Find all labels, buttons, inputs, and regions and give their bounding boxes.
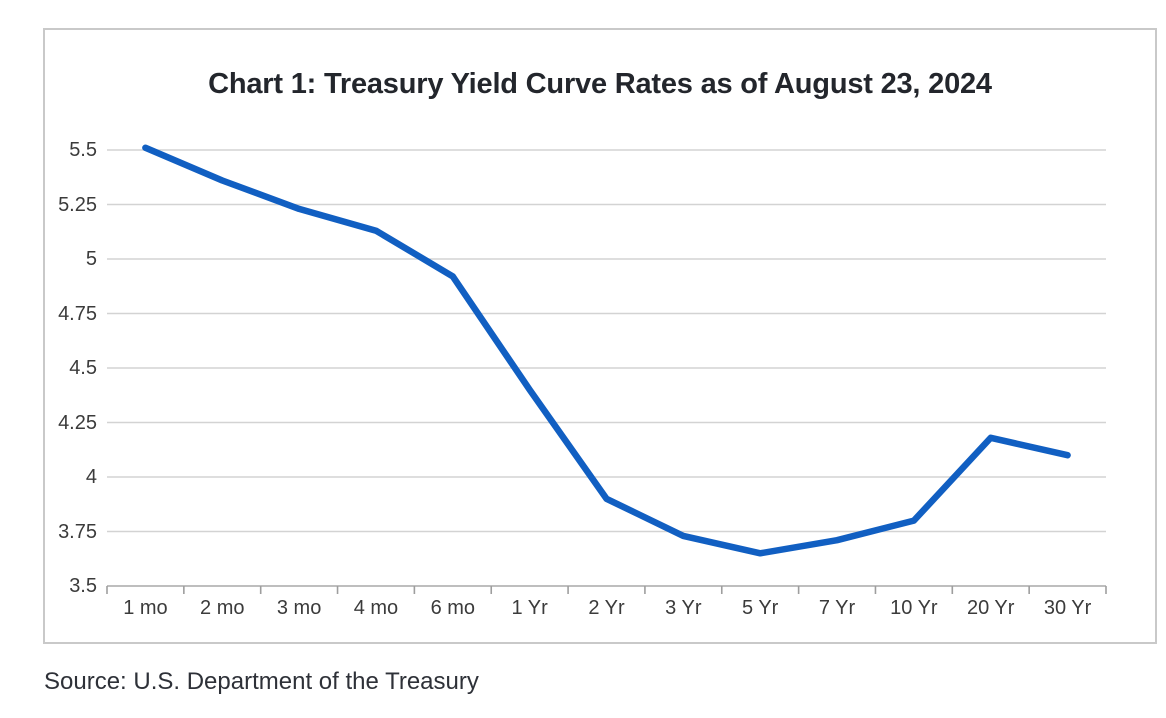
x-tick-label: 10 Yr: [890, 597, 938, 619]
chart-frame: [43, 28, 1157, 644]
y-tick-label: 5.25: [58, 193, 97, 216]
x-tick-label: 4 mo: [353, 597, 399, 619]
chart-title: Chart 1: Treasury Yield Curve Rates as o…: [208, 68, 992, 100]
y-tick-label: 4: [85, 466, 97, 488]
x-tick-label: 3 Yr: [665, 597, 702, 619]
x-tick-label: 5 Yr: [742, 597, 779, 619]
x-tick-label: 3 mo: [276, 597, 322, 619]
y-tick-label: 3.5: [69, 575, 97, 597]
x-tick-label: 2 Yr: [588, 597, 625, 619]
y-tick-label: 4.5: [69, 357, 97, 379]
x-tick-label: 2 mo: [200, 597, 245, 619]
x-tick-label: 20 Yr: [966, 597, 1015, 619]
x-tick-label: 7 Yr: [818, 597, 856, 619]
x-tick-label: 30 Yr: [1043, 597, 1092, 619]
y-tick-label: 5: [85, 248, 97, 270]
x-tick-label: 1 Yr: [511, 597, 548, 619]
x-tick-label: 6 mo: [430, 597, 476, 619]
y-tick-label: 4.75: [58, 302, 97, 325]
y-tick-label: 5.5: [69, 139, 97, 161]
y-tick-label: 4.25: [58, 411, 97, 434]
x-tick-label: 1 mo: [123, 597, 168, 619]
y-tick-label: 3.75: [58, 520, 97, 543]
source-note: Source: U.S. Department of the Treasury: [44, 668, 479, 695]
